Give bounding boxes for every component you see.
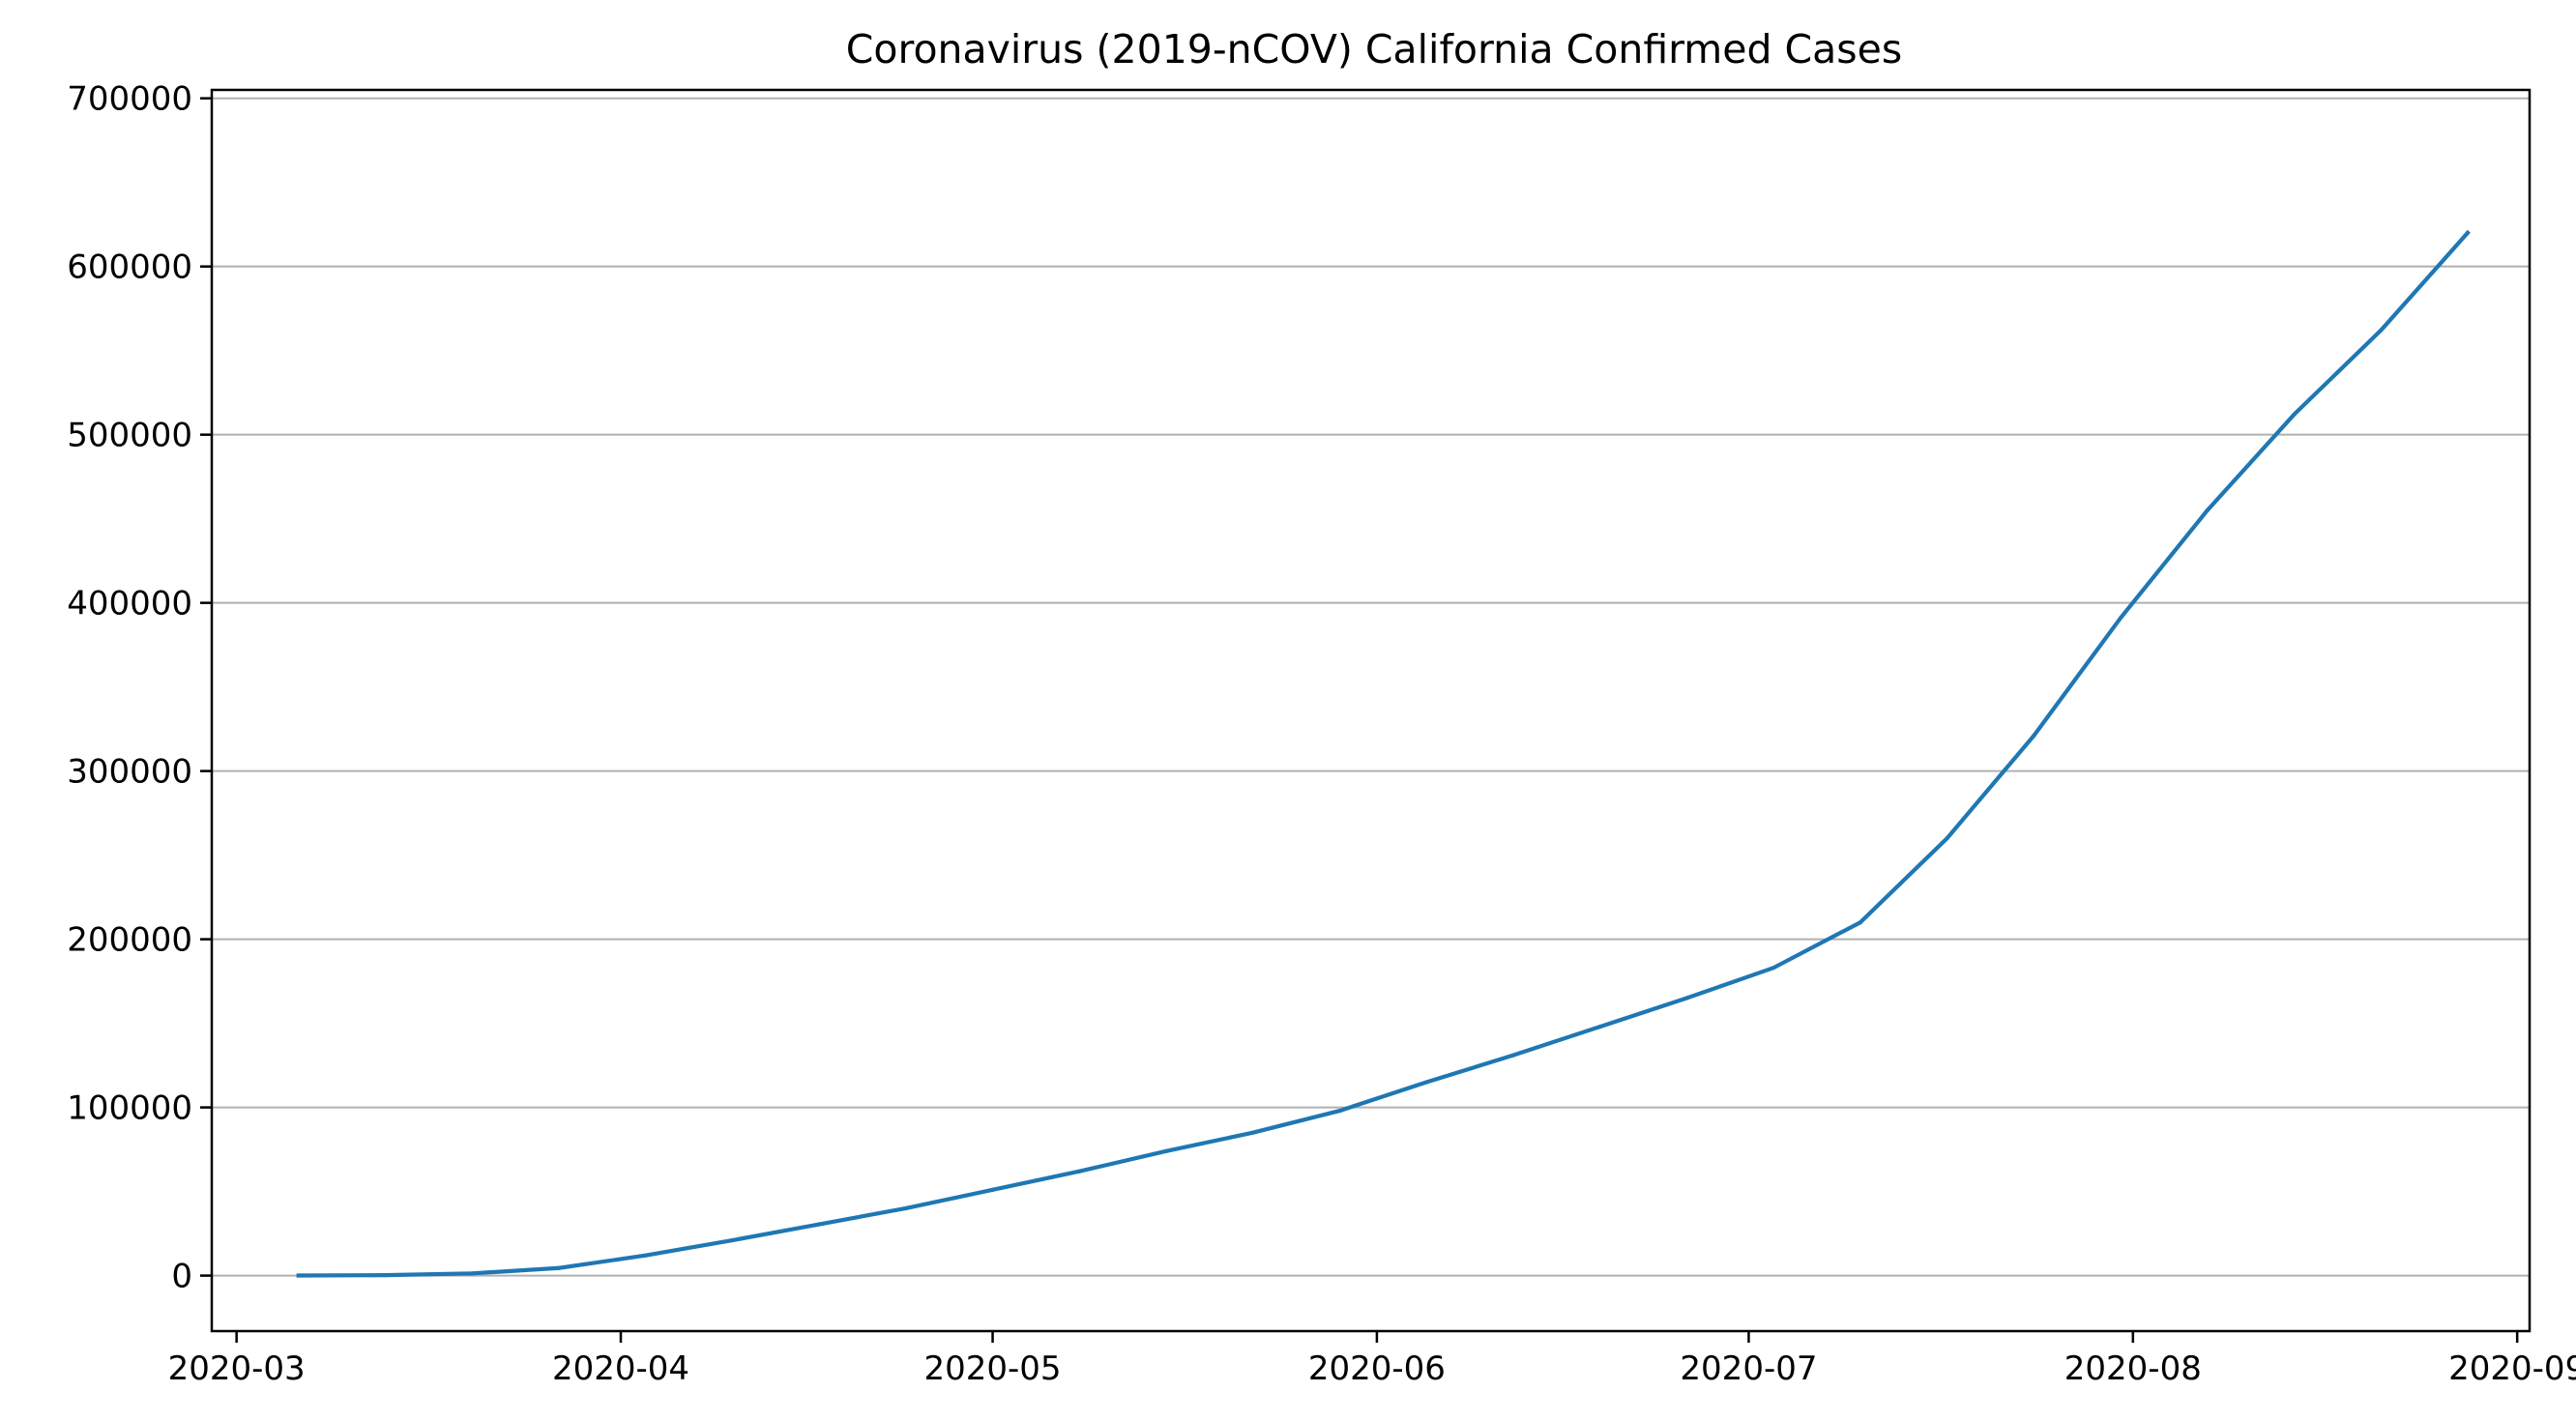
data-point bbox=[296, 1273, 301, 1278]
x-tick-label: 2020-08 bbox=[2064, 1349, 2202, 1388]
x-tick-label: 2020-03 bbox=[168, 1349, 306, 1388]
data-point bbox=[1163, 1148, 1169, 1153]
data-point bbox=[1597, 1024, 1602, 1030]
chart-title: Coronavirus (2019-nCOV) California Confi… bbox=[846, 26, 1902, 72]
x-tick-label: 2020-04 bbox=[552, 1349, 689, 1388]
data-point bbox=[2032, 734, 2036, 739]
data-point bbox=[1077, 1169, 1082, 1174]
data-point bbox=[990, 1187, 995, 1192]
data-point bbox=[383, 1273, 388, 1278]
y-axis: 0 100000 200000 300000 400000 500000 600000 700… bbox=[67, 80, 212, 1296]
data-point bbox=[2118, 616, 2123, 621]
data-point bbox=[2465, 230, 2471, 235]
data-point bbox=[1684, 996, 1689, 1000]
x-tick-label: 2020-07 bbox=[1680, 1349, 1817, 1388]
data-point bbox=[1510, 1053, 1516, 1058]
y-tick-label: 500000 bbox=[67, 417, 192, 455]
data-point bbox=[816, 1222, 822, 1227]
y-tick-label: 700000 bbox=[67, 80, 192, 119]
series-layer bbox=[296, 229, 2471, 1278]
data-point bbox=[1945, 836, 1949, 841]
data-point bbox=[1858, 920, 1862, 925]
data-point bbox=[1337, 1108, 1342, 1114]
x-axis: 2020-03 2020-04 2020-05 2020-06 2020-07 2020-… bbox=[168, 1331, 2576, 1388]
data-point bbox=[1771, 966, 1776, 971]
x-tick-label: 2020-09 bbox=[2448, 1349, 2576, 1388]
plot-area-frame bbox=[210, 88, 2532, 1333]
y-tick-label: 100000 bbox=[67, 1089, 192, 1128]
data-point bbox=[643, 1253, 648, 1258]
data-point bbox=[556, 1265, 562, 1270]
data-point bbox=[2292, 412, 2297, 417]
data-point bbox=[1250, 1130, 1255, 1135]
data-point bbox=[470, 1271, 475, 1276]
x-tick-label: 2020-05 bbox=[924, 1349, 1062, 1388]
series-line bbox=[296, 229, 2471, 1278]
data-point bbox=[2205, 508, 2210, 513]
data-point bbox=[2379, 328, 2384, 333]
grid-lines bbox=[212, 97, 2530, 1277]
y-tick-label: 200000 bbox=[67, 921, 192, 960]
y-tick-label: 400000 bbox=[67, 585, 192, 624]
x-tick-label: 2020-06 bbox=[1308, 1349, 1446, 1388]
data-point bbox=[1424, 1080, 1429, 1085]
data-point bbox=[730, 1237, 735, 1243]
y-tick-label: 0 bbox=[171, 1258, 192, 1296]
y-tick-label: 600000 bbox=[67, 248, 192, 287]
y-tick-label: 300000 bbox=[67, 753, 192, 792]
data-point bbox=[903, 1205, 908, 1211]
